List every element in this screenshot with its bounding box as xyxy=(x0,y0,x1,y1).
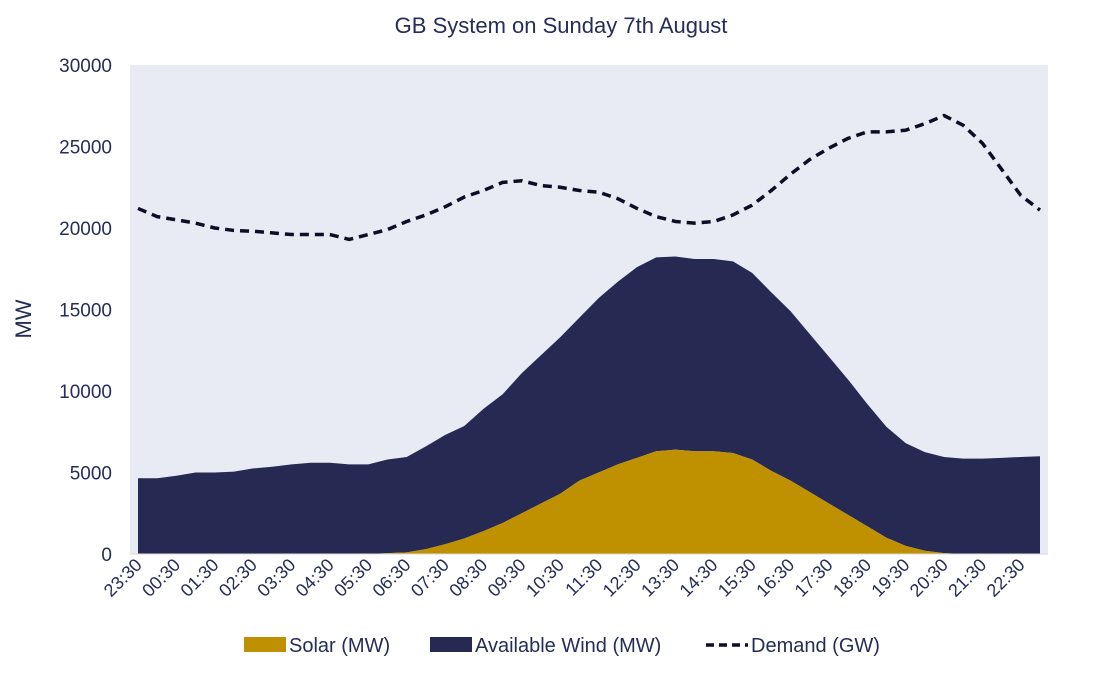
x-tick-label: 14:30 xyxy=(676,555,722,601)
x-tick-label: 18:30 xyxy=(829,555,875,601)
y-tick-label: 25000 xyxy=(59,138,112,159)
y-tick-label: 5000 xyxy=(70,464,112,485)
x-tick-label: 02:30 xyxy=(215,555,261,601)
x-tick-label: 00:30 xyxy=(138,555,184,601)
x-tick-label: 09:30 xyxy=(484,555,530,601)
legend-label-available-wind-mw: Available Wind (MW) xyxy=(475,635,661,657)
x-tick-label: 01:30 xyxy=(177,555,223,601)
x-tick-label: 05:30 xyxy=(330,555,376,601)
y-tick-label: 10000 xyxy=(59,382,112,403)
y-tick-label: 0 xyxy=(101,545,112,566)
legend-label-demand-gw: Demand (GW) xyxy=(751,635,880,657)
x-tick-label: 06:30 xyxy=(369,555,415,601)
x-tick-label: 13:30 xyxy=(637,555,683,601)
x-tick-label: 03:30 xyxy=(253,555,299,601)
x-tick-label: 16:30 xyxy=(752,555,798,601)
x-tick-label: 04:30 xyxy=(292,555,338,601)
x-tick-label: 17:30 xyxy=(791,555,837,601)
x-tick-label: 15:30 xyxy=(714,555,760,601)
x-tick-label: 22:30 xyxy=(983,555,1029,601)
y-axis-label: MW xyxy=(11,299,36,338)
legend: Solar (MW) Available Wind (MW) Demand (GW) xyxy=(244,635,880,657)
y-tick-label: 20000 xyxy=(59,219,112,240)
legend-label-solar-mw: Solar (MW) xyxy=(289,635,390,657)
legend-swatch-available-wind-mw xyxy=(430,637,472,652)
legend-swatch-solar-mw xyxy=(244,637,286,652)
y-tick-label: 15000 xyxy=(59,301,112,322)
x-tick-label: 10:30 xyxy=(522,555,568,601)
x-axis: 23:3000:3001:3002:3003:3004:3005:3006:30… xyxy=(100,553,1048,601)
series-area-solar-mw xyxy=(138,449,1040,554)
series-lines xyxy=(137,113,1042,242)
chart-title: GB System on Sunday 7th August xyxy=(395,13,728,38)
x-tick-label: 19:30 xyxy=(867,555,913,601)
y-tick-label: 30000 xyxy=(59,56,112,77)
series-areas xyxy=(138,256,1040,554)
x-tick-label: 20:30 xyxy=(906,555,952,601)
x-tick-label: 21:30 xyxy=(944,555,990,601)
x-tick-label: 08:30 xyxy=(445,555,491,601)
series-line-demand-gw xyxy=(137,113,1042,242)
x-tick-label: 12:30 xyxy=(599,555,645,601)
x-tick-label: 11:30 xyxy=(561,555,606,600)
x-tick-label: 07:30 xyxy=(407,555,453,601)
series-area-available-wind-mw xyxy=(138,256,1040,554)
y-axis: 0 5000 10000 15000 20000 25000 30000 xyxy=(59,56,112,566)
